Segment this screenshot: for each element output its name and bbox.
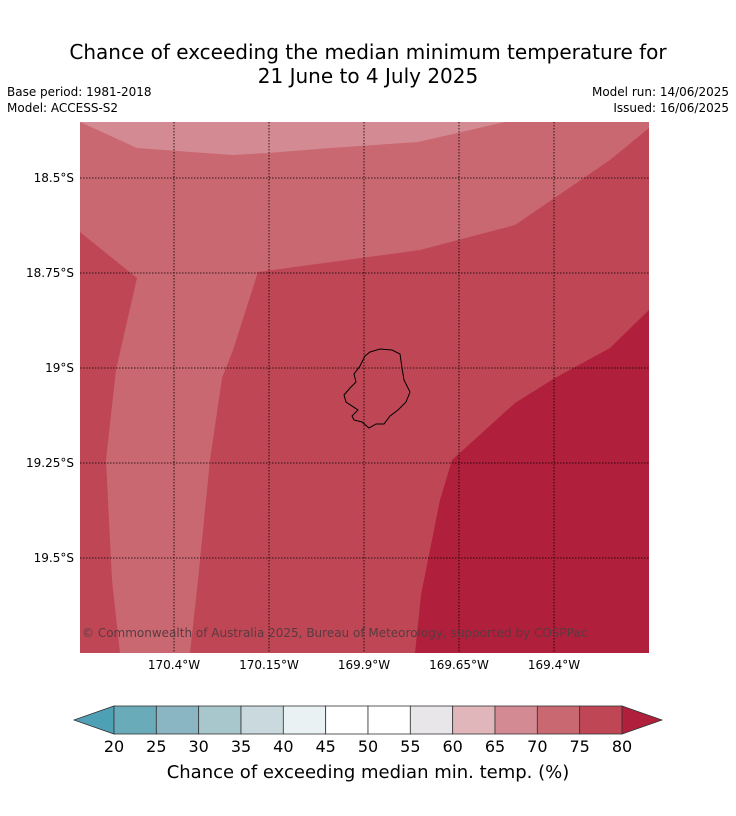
lon-label: 170.4°W (148, 658, 200, 672)
band-above-80 (415, 310, 649, 653)
band-65-70 (80, 122, 505, 155)
map-gridlines (80, 122, 649, 653)
lon-label: 170.15°W (239, 658, 299, 672)
colorbar-title: Chance of exceeding median min. temp. (%… (167, 762, 570, 783)
colorbar-segment (452, 705, 496, 735)
contour-regions (80, 122, 649, 653)
lat-label: 19°S (45, 361, 74, 375)
colorbar-tick-label: 20 (104, 737, 124, 756)
lon-label: 169.65°W (429, 658, 489, 672)
colorbar-segment (367, 705, 411, 735)
colorbar-segment (325, 705, 369, 735)
colorbar: 20 25 30 35 40 45 50 55 60 65 70 75 80 Chance of exc… (72, 705, 664, 783)
colorbar-tick-label: 70 (527, 737, 547, 756)
lat-label: 19.25°S (26, 456, 74, 470)
model-run-text: Model run: 14/06/2025 (591, 85, 729, 99)
colorbar-tick-label: 60 (442, 737, 462, 756)
colorbar-tick-label: 50 (358, 737, 378, 756)
colorbar-tick-label: 55 (400, 737, 420, 756)
colorbar-segment (155, 705, 200, 735)
lat-label: 18.5°S (34, 171, 74, 185)
model-name-text: Model: ACCESS-S2 (7, 101, 119, 115)
colorbar-tick-label: 80 (612, 737, 632, 756)
colorbar-segment (240, 705, 284, 735)
map-title-line-2: 21 June to 4 July 2025 (257, 64, 479, 88)
colorbar-tick-label: 35 (231, 737, 251, 756)
colorbar-tick-label: 65 (485, 737, 505, 756)
colorbar-segment (409, 705, 454, 735)
colorbar-tick-label: 40 (273, 737, 293, 756)
lon-label: 169.9°W (338, 658, 390, 672)
colorbar-segment (536, 705, 581, 735)
island-coastline (343, 348, 411, 429)
colorbar-segment (494, 705, 538, 735)
issued-date-text: Issued: 16/06/2025 (613, 101, 729, 115)
band-70-75 (80, 122, 649, 653)
colorbar-tick-label: 30 (188, 737, 208, 756)
lat-label: 19.5°S (34, 551, 74, 565)
lon-label: 169.4°W (528, 658, 580, 672)
copyright-text: © Commonwealth of Australia 2025, Bureau… (82, 626, 587, 640)
colorbar-segment (579, 705, 623, 735)
map-title-line-1: Chance of exceeding the median minimum t… (69, 40, 667, 64)
colorbar-high-extend (621, 705, 664, 735)
colorbar-segment (282, 705, 327, 735)
colorbar-low-extend (72, 705, 115, 735)
lat-label: 18.75°S (26, 266, 74, 280)
colorbar-segment (113, 705, 157, 735)
colorbar-tick-label: 45 (315, 737, 335, 756)
colorbar-tick-label: 75 (569, 737, 589, 756)
colorbar-segment (198, 705, 242, 735)
colorbar-tick-label: 25 (146, 737, 166, 756)
base-period-text: Base period: 1981-2018 (7, 85, 152, 99)
